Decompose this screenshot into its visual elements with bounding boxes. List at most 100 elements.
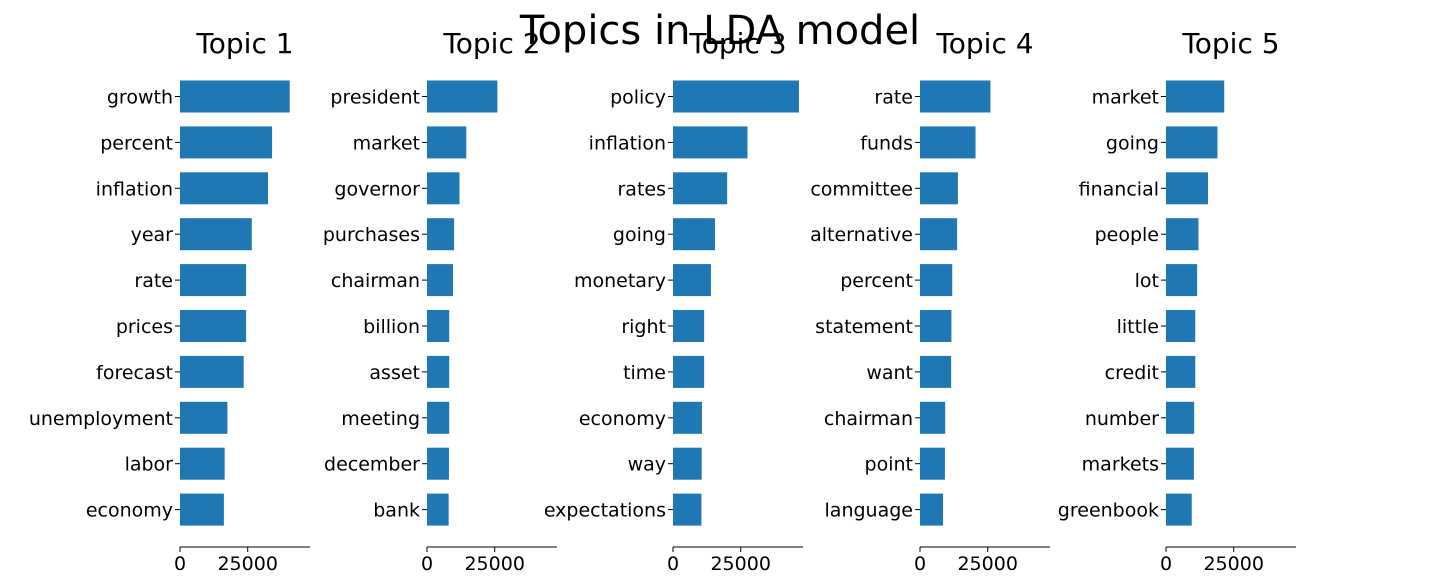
y-tick-label: alternative [810, 224, 913, 246]
subplot-title: Topic 4 [935, 27, 1033, 60]
y-tick-label: going [613, 224, 666, 246]
x-tick-label: 25000 [217, 553, 277, 575]
bar-expectations [673, 493, 702, 526]
x-tick-label: 25000 [957, 553, 1017, 575]
y-tick-label: labor [125, 454, 174, 476]
bar-december [427, 447, 449, 480]
bar-little [1166, 310, 1196, 342]
y-tick-label: december [324, 454, 420, 476]
bar-financial [1166, 172, 1208, 205]
bar-forecast [180, 355, 244, 388]
y-tick-label: meeting [341, 408, 420, 430]
x-tick-label: 0 [914, 553, 926, 575]
bar-percent [920, 264, 953, 297]
bar-asset [427, 355, 450, 388]
y-tick-label: going [1106, 132, 1159, 154]
y-tick-label: forecast [96, 362, 173, 384]
bar-billion [427, 310, 450, 342]
y-tick-label: economy [579, 408, 666, 430]
y-tick-label: lot [1135, 270, 1159, 292]
bar-growth [180, 80, 290, 113]
bar-president [427, 80, 498, 113]
figure-suptitle: Topics in LDA model [519, 8, 920, 54]
bar-committee [920, 172, 958, 205]
subplot-topic-3: Topic 3 policy inflation rates going monetary… [544, 27, 803, 575]
y-tick-label: want [866, 362, 913, 384]
x-tick-label: 25000 [464, 553, 524, 575]
subplot-topic-4: Topic 4 rate funds committee alternative perc… [810, 27, 1050, 575]
y-tick-label: point [865, 454, 913, 476]
bar-statement [920, 310, 952, 342]
x-tick-label: 0 [1160, 553, 1172, 575]
y-tick-label: billion [363, 316, 420, 338]
y-tick-label: inflation [589, 132, 666, 154]
bar-credit [1166, 355, 1196, 388]
x-tick-label: 25000 [710, 553, 770, 575]
bar-meeting [427, 401, 450, 434]
y-tick-label: right [621, 316, 666, 338]
y-tick-label: year [131, 224, 174, 246]
y-tick-label: rate [874, 87, 913, 109]
bar-market [427, 126, 467, 159]
y-tick-label: governor [334, 178, 420, 200]
bar-greenbook [1166, 493, 1192, 526]
y-tick-label: way [628, 454, 666, 476]
y-tick-label: prices [116, 316, 173, 338]
x-tick-label: 25000 [1203, 553, 1263, 575]
y-tick-label: funds [860, 132, 913, 154]
y-tick-label: market [1092, 87, 1159, 109]
x-tick-label: 0 [421, 553, 433, 575]
bar-governor [427, 172, 460, 205]
bar-chairman [920, 401, 946, 434]
y-tick-label: little [1117, 316, 1159, 338]
y-tick-label: unemployment [29, 408, 173, 430]
bar-funds [920, 126, 976, 159]
bar-rate [920, 80, 991, 113]
x-tick-label: 0 [667, 553, 679, 575]
subplot-title: Topic 2 [442, 27, 540, 60]
y-tick-label: market [353, 132, 420, 154]
subplot-topic-2: Topic 2 president market governor purchases c… [323, 27, 557, 575]
y-tick-label: credit [1105, 362, 1159, 384]
y-tick-label: rates [618, 178, 667, 200]
y-tick-label: financial [1079, 178, 1159, 200]
bar-rate [180, 264, 247, 297]
bar-way [673, 447, 702, 480]
y-tick-label: bank [373, 500, 420, 522]
y-tick-label: inflation [96, 178, 173, 200]
bar-going [1166, 126, 1218, 159]
bar-market [1166, 80, 1225, 113]
bar-labor [180, 447, 225, 480]
y-tick-label: president [330, 87, 420, 109]
bar-economy [673, 401, 702, 434]
y-tick-label: markets [1082, 454, 1159, 476]
y-tick-label: committee [810, 178, 913, 200]
bar-bank [427, 493, 449, 526]
bar-language [920, 493, 944, 526]
subplot-topic-1: Topic 1 growth percent inflation year rate pri… [29, 27, 310, 575]
bar-economy [180, 493, 224, 526]
bar-purchases [427, 218, 455, 251]
y-tick-label: chairman [331, 270, 420, 292]
bar-unemployment [180, 401, 228, 434]
y-tick-label: number [1085, 408, 1159, 430]
subplot-title: Topic 3 [688, 27, 786, 60]
y-tick-label: expectations [544, 500, 666, 522]
y-tick-label: percent [100, 132, 173, 154]
y-tick-label: people [1095, 224, 1159, 246]
bar-want [920, 355, 952, 388]
y-tick-label: statement [815, 316, 913, 338]
y-tick-label: chairman [824, 408, 913, 430]
y-tick-label: asset [369, 362, 420, 384]
bar-policy [673, 80, 799, 113]
bar-time [673, 355, 705, 388]
bar-percent [180, 126, 273, 159]
bar-year [180, 218, 252, 251]
y-tick-label: economy [86, 500, 173, 522]
bar-chairman [427, 264, 453, 297]
y-tick-label: monetary [574, 270, 666, 292]
y-tick-label: language [825, 500, 913, 522]
bar-inflation [673, 126, 748, 159]
